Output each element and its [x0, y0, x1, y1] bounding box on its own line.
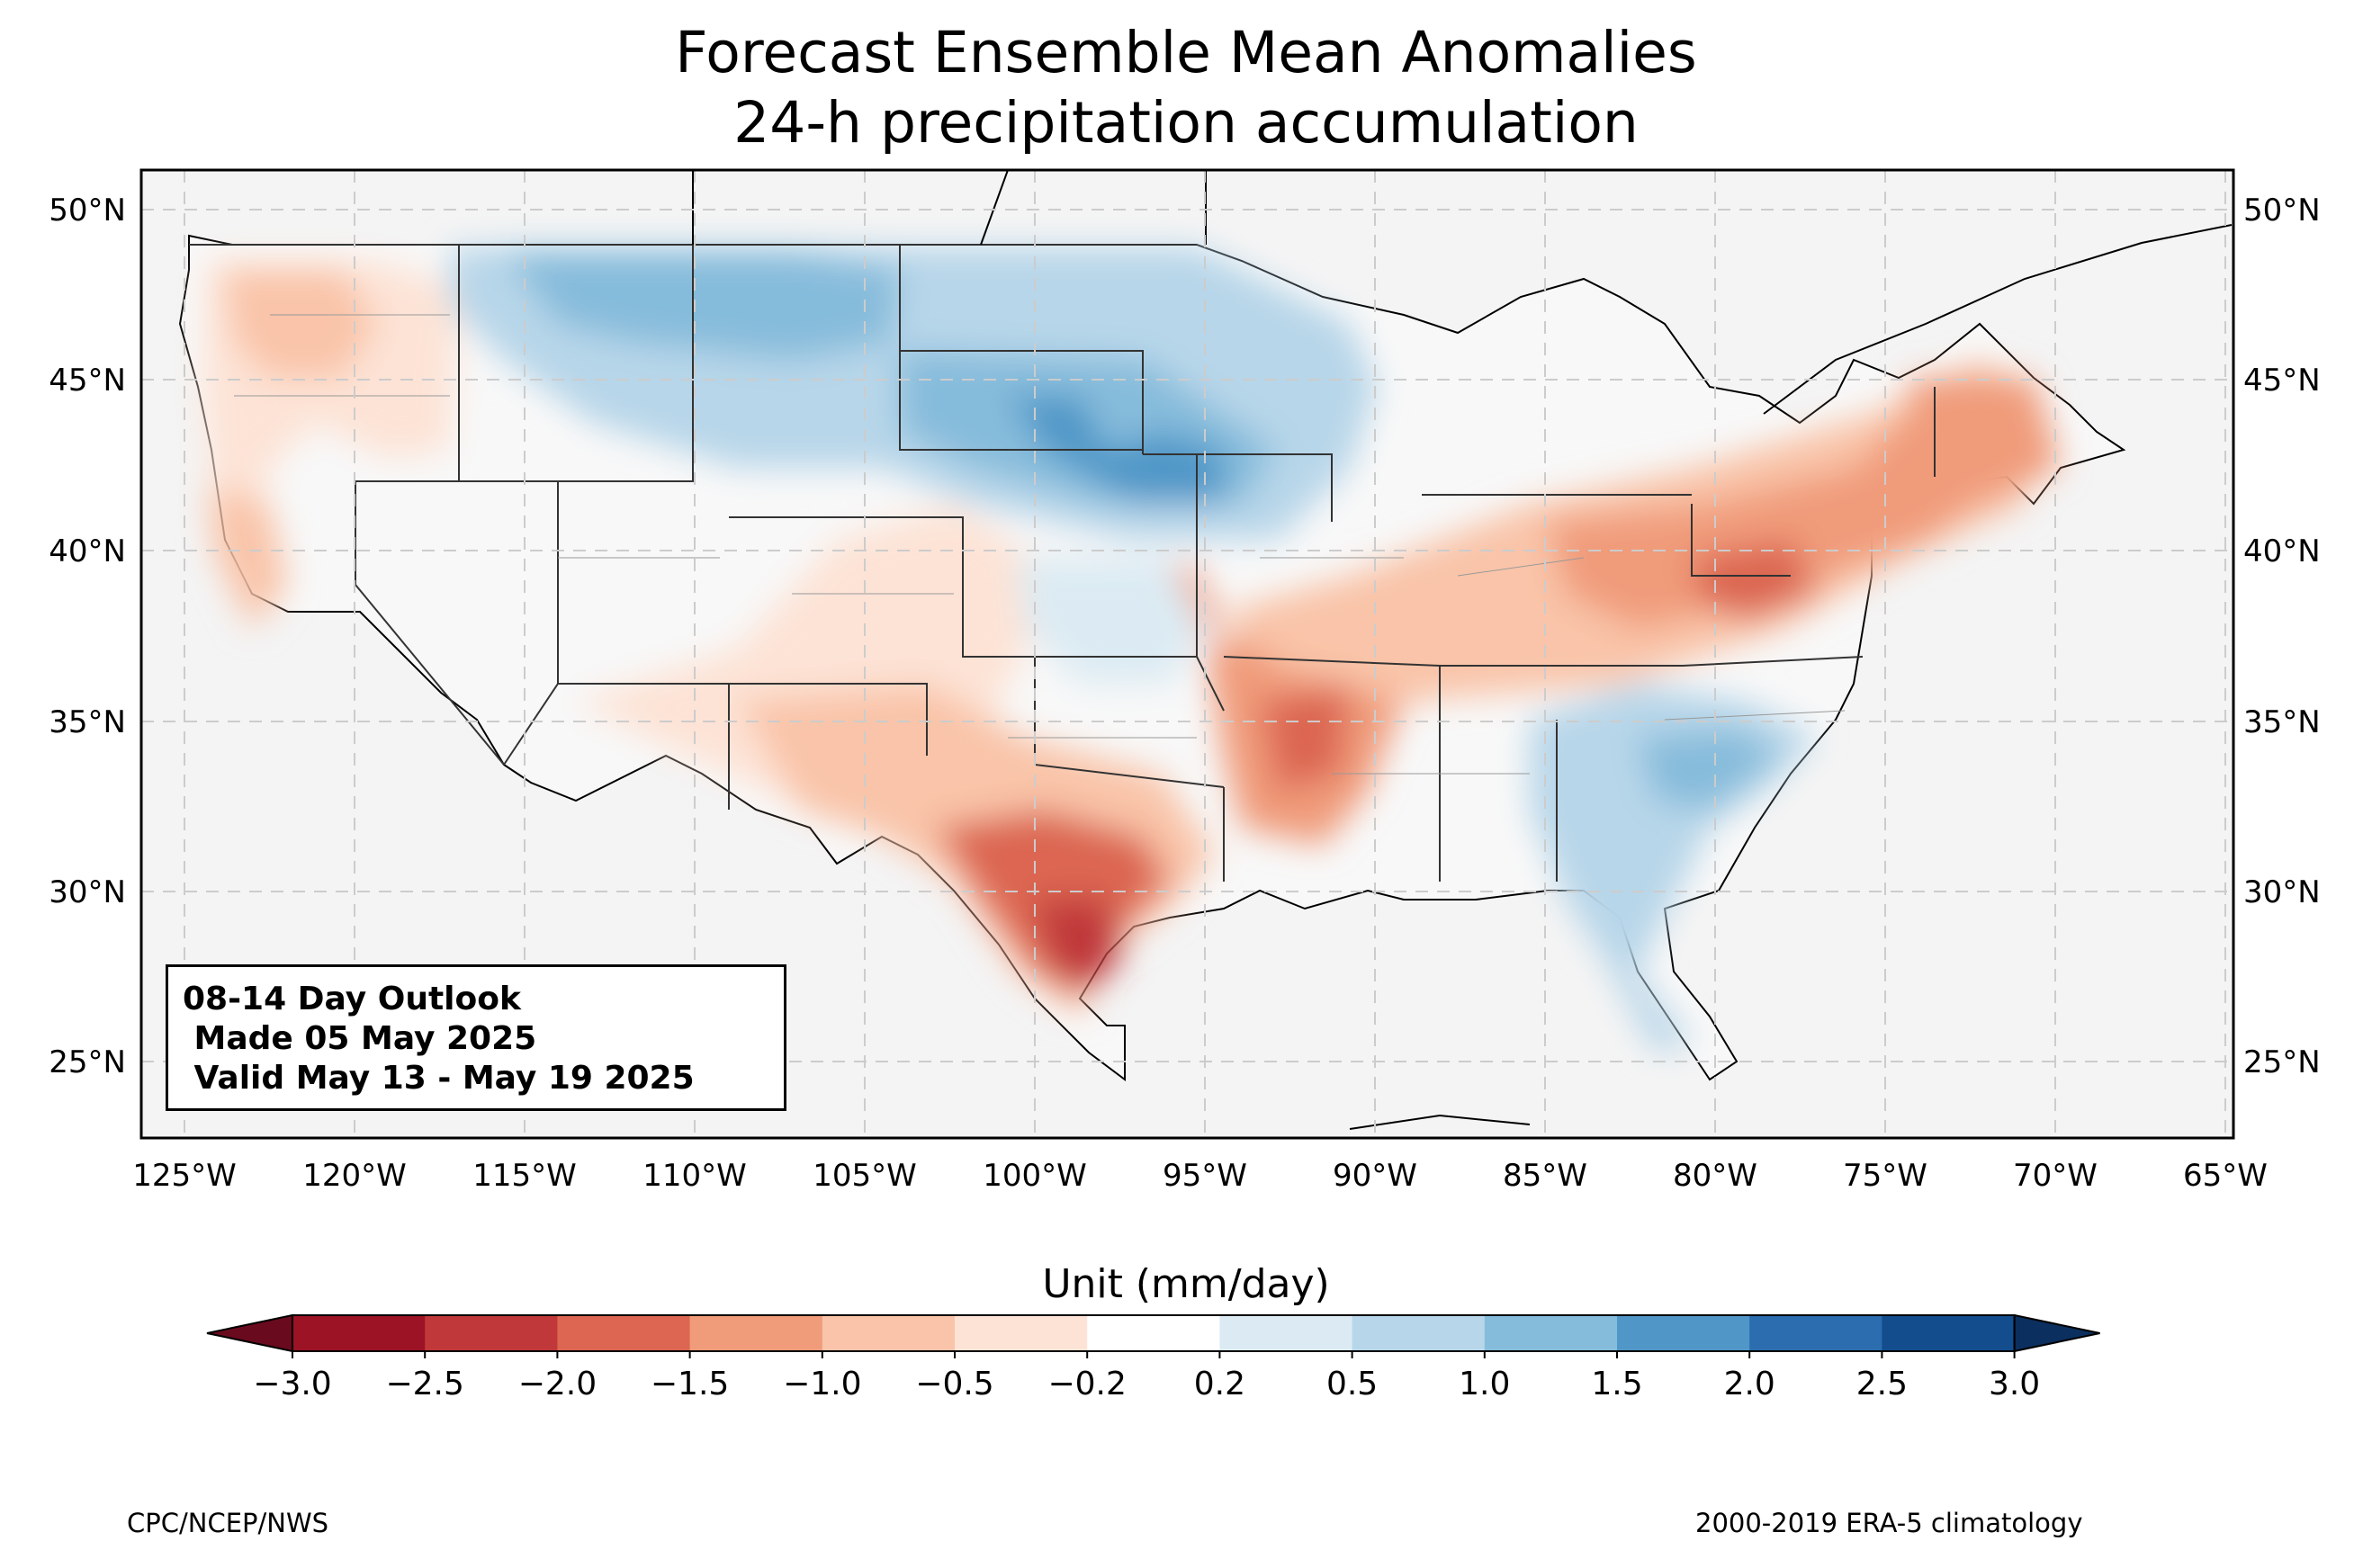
lon-label: 75°W [1843, 1158, 1927, 1194]
colorbar-tick-label: 0.2 [1194, 1366, 1245, 1402]
lon-label: 115°W [472, 1158, 577, 1194]
colorbar-swatch [822, 1315, 956, 1351]
climatology-note: 2000-2019 ERA-5 climatology [1695, 1508, 2083, 1538]
colorbar-swatch [1617, 1315, 1750, 1351]
map-title: Forecast Ensemble Mean Anomalies [675, 20, 1697, 85]
region-montana-wet [504, 252, 900, 360]
colorbar-tick-label: 0.5 [1326, 1366, 1378, 1402]
lon-label: 105°W [813, 1158, 917, 1194]
colorbar-swatch [1087, 1315, 1220, 1351]
colorbar-tick-label: −1.5 [651, 1366, 729, 1402]
lon-label: 95°W [1163, 1158, 1247, 1194]
region-northeast-dry [1908, 378, 2061, 504]
lat-label: 45°N [49, 363, 126, 399]
lon-labels: 125°W 120°W 115°W 110°W 105°W 100°W 95°W… [132, 1158, 2268, 1194]
lon-label: 90°W [1333, 1158, 1417, 1194]
source-credit: CPC/NCEP/NWS [127, 1508, 329, 1538]
region-arkansas-core-dry [1260, 684, 1350, 792]
lon-label: 85°W [1503, 1158, 1587, 1194]
lon-label: 120°W [302, 1158, 407, 1194]
colorbar-tick-label: −2.5 [385, 1366, 463, 1402]
colorbar-tick-label: 1.5 [1591, 1366, 1642, 1402]
outlook-made-date: Made 05 May 2025 [183, 1020, 537, 1057]
lat-label: 25°N [49, 1044, 126, 1080]
lat-label: 45°N [2243, 363, 2321, 399]
county-borders [234, 314, 1846, 775]
colorbar-tick-label: 2.5 [1856, 1366, 1908, 1402]
colorbar-tick-label: −3.0 [253, 1366, 331, 1402]
lon-label: 80°W [1673, 1158, 1757, 1194]
anomaly-fill-layer [202, 247, 2061, 1053]
colorbar-tick-label: −2.0 [518, 1366, 597, 1402]
colorbar-swatch [689, 1315, 823, 1351]
lon-label: 65°W [2183, 1158, 2268, 1194]
lat-labels-left: 50°N 45°N 40°N 35°N 30°N 25°N [49, 193, 126, 1080]
colorbar-swatch [292, 1315, 426, 1351]
lon-label: 125°W [132, 1158, 237, 1194]
region-missouri-wet [1017, 558, 1206, 684]
region-carolina-wet [1638, 729, 1782, 810]
colorbar-swatch [1352, 1315, 1486, 1351]
lon-label: 110°W [642, 1158, 747, 1194]
lat-labels-right: 50°N 45°N 40°N 35°N 30°N 25°N [2243, 193, 2321, 1080]
lat-label: 30°N [2243, 874, 2321, 910]
region-appalachia-dry [1548, 387, 2025, 630]
colorbar-frame [292, 1314, 2016, 1352]
lat-label: 35°N [49, 704, 126, 740]
colorbar-tick-label: −1.0 [783, 1366, 861, 1402]
colorbar-title: Unit (mm/day) [1042, 1261, 1330, 1307]
colorbar-under-arrow [206, 1313, 293, 1353]
outlook-valid-range: Valid May 13 - May 19 2025 [183, 1060, 695, 1097]
colorbar-swatch [557, 1315, 691, 1351]
lat-label: 40°N [49, 533, 126, 569]
colorbar-tick-label: −0.5 [915, 1366, 993, 1402]
colorbar-swatch [1749, 1315, 1882, 1351]
gridlines [141, 170, 2233, 1138]
colorbar-tick-label: 3.0 [1989, 1366, 2040, 1402]
map-frame [139, 168, 2235, 1140]
region-texas-extreme-dry [1035, 900, 1125, 990]
outlook-info-box: 08-14 Day Outlook Made 05 May 2025 Valid… [166, 964, 786, 1111]
colorbar-over-arrow [2013, 1313, 2100, 1353]
lat-label: 35°N [2243, 704, 2321, 740]
colorbar-swatch [1484, 1315, 1618, 1351]
lat-label: 50°N [2243, 193, 2321, 228]
lon-label: 70°W [2013, 1158, 2098, 1194]
region-mid-atlantic-core-dry [1692, 540, 1818, 621]
colorbar-tick-label: 1.0 [1459, 1366, 1510, 1402]
region-oregon-dry [225, 270, 378, 378]
lat-label: 25°N [2243, 1044, 2321, 1080]
lat-label: 30°N [49, 874, 126, 910]
map-subtitle: 24-h precipitation accumulation [733, 90, 1639, 156]
lat-label: 40°N [2243, 533, 2321, 569]
lon-label: 100°W [983, 1158, 1087, 1194]
lat-label: 50°N [49, 193, 126, 228]
region-california-dry [207, 486, 288, 630]
colorbar: −3.0 −2.5 −2.0 −1.5 −1.0 −0.5 −0.2 0.2 0.5 1.0 1.5… [206, 1313, 2100, 1402]
colorbar-swatch [1219, 1315, 1353, 1351]
outlook-period: 08-14 Day Outlook [183, 981, 521, 1017]
colorbar-swatch [955, 1315, 1088, 1351]
colorbar-tick-label: 2.0 [1724, 1366, 1775, 1402]
colorbar-tick-label: −0.2 [1047, 1366, 1126, 1402]
colorbar-swatch [1882, 1315, 2016, 1351]
colorbar-swatch [425, 1315, 558, 1351]
